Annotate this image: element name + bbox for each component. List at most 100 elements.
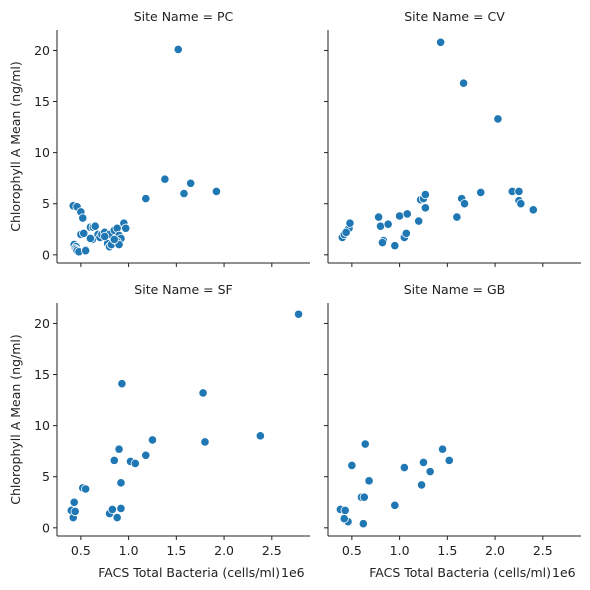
data-point bbox=[69, 497, 79, 507]
data-point bbox=[418, 457, 429, 468]
data-point bbox=[528, 205, 538, 215]
data-point bbox=[340, 505, 350, 516]
data-point bbox=[117, 379, 127, 389]
data-point bbox=[341, 227, 351, 237]
data-point bbox=[414, 216, 424, 226]
data-point bbox=[107, 504, 117, 515]
data-point bbox=[476, 187, 486, 198]
panel-gb: Site Name = GB 0.5 1.0 1.5 2.0 2.5 bbox=[324, 282, 581, 558]
y-tick-label: 20 bbox=[34, 316, 50, 331]
data-point bbox=[402, 209, 412, 219]
y-tick-label: 15 bbox=[34, 94, 50, 109]
data-point bbox=[116, 503, 126, 514]
x-tick-label: 2.0 bbox=[214, 543, 234, 558]
data-point bbox=[81, 246, 91, 256]
data-point bbox=[339, 514, 349, 524]
data-point bbox=[399, 462, 409, 473]
x-tick-label: 1.0 bbox=[119, 543, 139, 558]
y-tick-label: 5 bbox=[42, 469, 50, 484]
data-point bbox=[293, 309, 304, 319]
y-tick-label: 10 bbox=[34, 145, 50, 160]
x-axis-label-left: FACS Total Bacteria (cells/ml) bbox=[98, 565, 280, 580]
data-point bbox=[160, 174, 170, 184]
data-point bbox=[109, 234, 119, 245]
panel-cv: Site Name = CV bbox=[324, 9, 581, 267]
panel-title-sf: Site Name = SF bbox=[134, 282, 232, 297]
data-point bbox=[345, 218, 355, 228]
data-point bbox=[79, 228, 89, 238]
data-point bbox=[200, 437, 210, 447]
data-point bbox=[109, 455, 119, 465]
data-point bbox=[186, 178, 196, 188]
data-point bbox=[90, 221, 100, 231]
data-point bbox=[390, 241, 400, 251]
data-point bbox=[390, 500, 400, 510]
data-point bbox=[395, 211, 405, 221]
x-tick-label: 1.5 bbox=[166, 543, 186, 558]
data-point bbox=[452, 212, 462, 222]
data-point bbox=[364, 476, 374, 486]
data-point bbox=[375, 221, 386, 231]
data-point bbox=[459, 199, 470, 209]
x-tick-label: 1.5 bbox=[437, 543, 457, 558]
y-tick-label: 20 bbox=[34, 43, 50, 58]
data-point bbox=[516, 199, 526, 209]
data-point bbox=[116, 478, 126, 488]
y-axis-label-bottom: Chlorophyll A Mean (ng/ml) bbox=[8, 334, 23, 504]
data-point bbox=[81, 484, 91, 494]
data-point bbox=[420, 203, 430, 213]
x-tick-label: 2.5 bbox=[533, 543, 553, 558]
y-tick-label: 0 bbox=[42, 247, 50, 262]
data-point bbox=[255, 431, 265, 441]
y-axis-label-top: Chlorophyll A Mean (ng/ml) bbox=[8, 61, 23, 231]
panels-layer: Site Name = PC 0 5 10 15 20 Site Name = CV Site… bbox=[34, 9, 581, 558]
data-point bbox=[147, 435, 158, 445]
data-point bbox=[401, 228, 411, 238]
x-tick-label: 2.0 bbox=[485, 543, 505, 558]
data-point bbox=[458, 78, 469, 88]
panel-title-pc: Site Name = PC bbox=[134, 9, 234, 24]
data-point bbox=[377, 237, 388, 248]
y-tick-label: 10 bbox=[34, 418, 50, 433]
data-point bbox=[436, 37, 446, 47]
data-point bbox=[130, 458, 140, 469]
data-point bbox=[141, 194, 151, 204]
panel-sf: Site Name = SF 0 5 10 15 20 0.5 1.0 1.5 2.0 2.5 bbox=[34, 282, 310, 558]
data-point bbox=[179, 188, 189, 199]
data-point bbox=[514, 186, 524, 197]
data-point bbox=[425, 467, 435, 477]
panel-title-gb: Site Name = GB bbox=[404, 282, 506, 297]
y-tick-label: 5 bbox=[42, 196, 50, 211]
x-tick-label: 0.5 bbox=[342, 543, 362, 558]
data-point bbox=[100, 231, 110, 242]
data-point bbox=[121, 223, 131, 233]
x-tick-label: 1.0 bbox=[390, 543, 410, 558]
data-point bbox=[373, 212, 384, 222]
data-point bbox=[437, 444, 448, 454]
y-tick-label: 15 bbox=[34, 367, 50, 382]
data-point bbox=[347, 460, 357, 471]
x-axis-offset-left: 1e6 bbox=[281, 565, 305, 580]
data-point bbox=[211, 186, 222, 197]
data-point bbox=[112, 513, 122, 523]
data-point bbox=[358, 519, 368, 529]
x-tick-label: 0.5 bbox=[71, 543, 91, 558]
x-axis-offset-right: 1e6 bbox=[552, 565, 576, 580]
data-point bbox=[114, 444, 124, 454]
data-point bbox=[70, 506, 80, 517]
data-point bbox=[383, 219, 393, 229]
y-tick-label: 0 bbox=[42, 520, 50, 535]
panel-pc: Site Name = PC 0 5 10 15 20 bbox=[34, 9, 310, 267]
x-tick-label: 2.5 bbox=[262, 543, 282, 558]
x-axis-label-right: FACS Total Bacteria (cells/ml) bbox=[369, 565, 551, 580]
data-point bbox=[359, 492, 369, 502]
data-point bbox=[493, 114, 503, 124]
data-point bbox=[420, 189, 430, 200]
data-point bbox=[444, 455, 454, 465]
data-point bbox=[173, 44, 183, 55]
data-point bbox=[141, 450, 151, 460]
data-point bbox=[198, 388, 208, 398]
data-point bbox=[85, 233, 96, 244]
panel-title-cv: Site Name = CV bbox=[404, 9, 505, 24]
